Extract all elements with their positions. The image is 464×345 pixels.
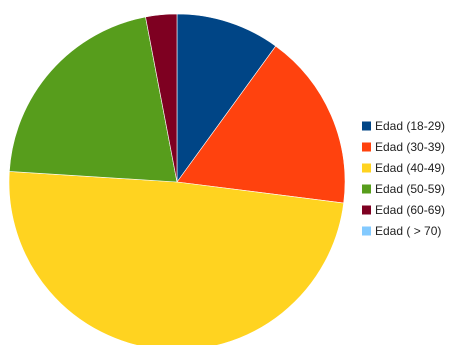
pie-slice-edad-30-39	[176, 45, 346, 204]
legend-label: Edad ( > 70)	[375, 224, 441, 238]
legend-swatch	[362, 184, 371, 194]
legend-item: Edad (30-39)	[362, 140, 445, 154]
pie-slice-edad-50-59	[9, 16, 178, 183]
legend-item: Edad ( > 70)	[362, 224, 441, 238]
legend-swatch	[362, 142, 371, 152]
pie-slices	[8, 13, 346, 345]
legend-item: Edad (50-59)	[362, 182, 445, 196]
legend-swatch	[362, 121, 371, 131]
legend-swatch	[362, 226, 371, 236]
legend-label: Edad (30-39)	[375, 140, 445, 154]
legend-label: Edad (60-69)	[375, 203, 445, 217]
legend-item: Edad (18-29)	[362, 119, 445, 133]
legend-label: Edad (50-59)	[375, 182, 445, 196]
legend: Edad (18-29) Edad (30-39) Edad (40-49) Edad…	[362, 119, 445, 238]
legend-swatch	[362, 205, 371, 215]
legend-label: Edad (18-29)	[375, 119, 445, 133]
pie-slice-edad-40-49	[8, 171, 345, 345]
pie-slice-edad-60-69	[145, 13, 178, 183]
legend-label: Edad (40-49)	[375, 161, 445, 175]
pie-slice-edad-18-29	[176, 13, 277, 183]
legend-item: Edad (40-49)	[362, 161, 445, 175]
legend-swatch	[362, 163, 371, 173]
legend-item: Edad (60-69)	[362, 203, 445, 217]
